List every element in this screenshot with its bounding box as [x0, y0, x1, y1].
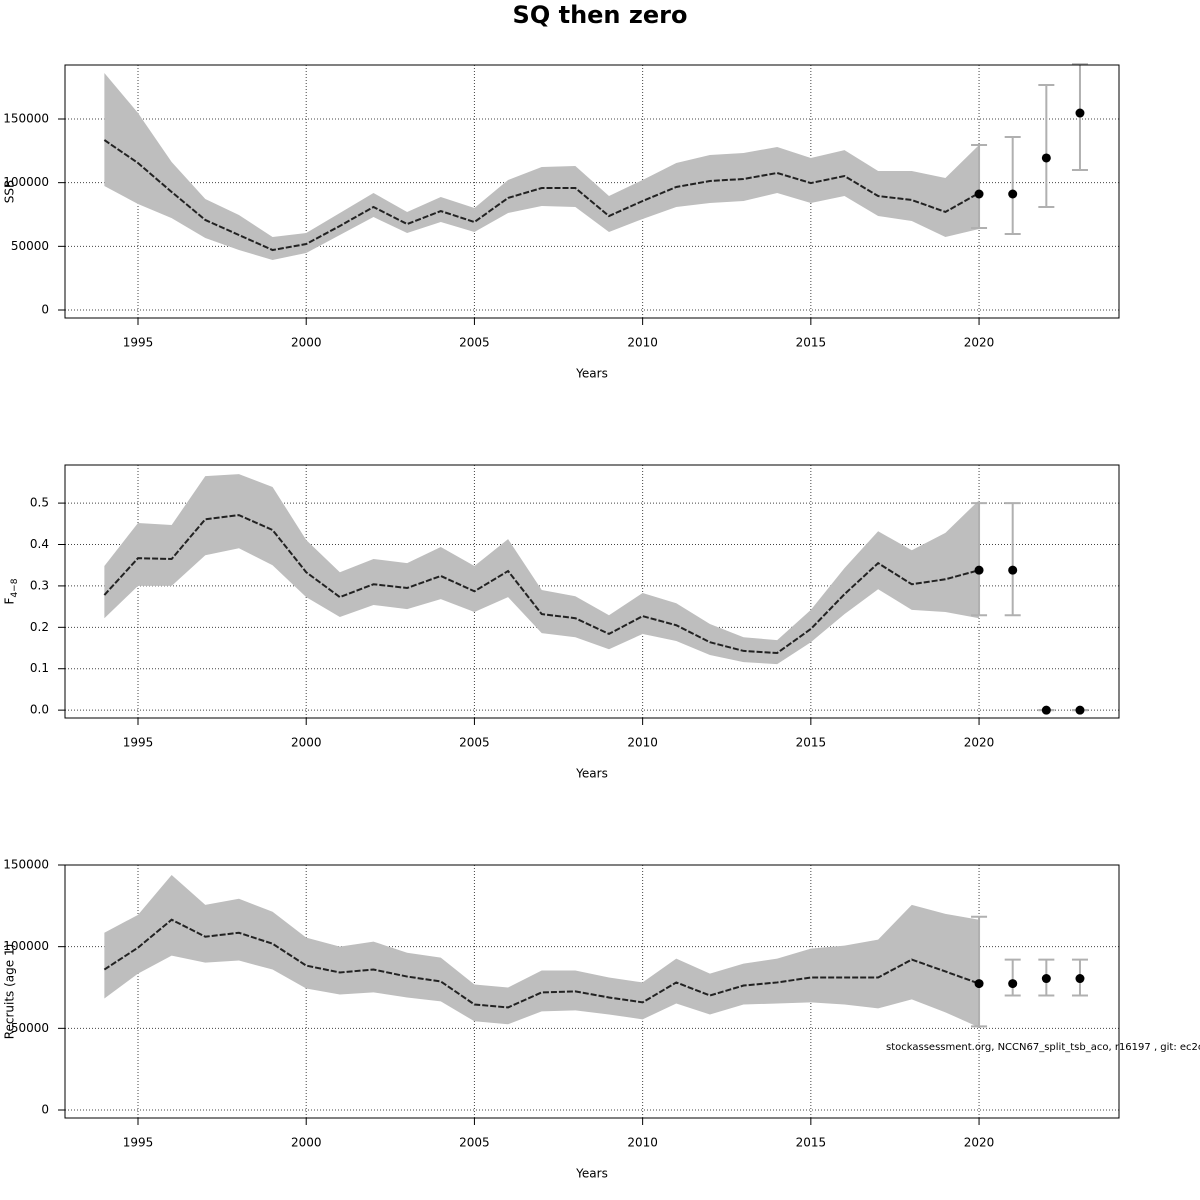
forecast-point	[1008, 565, 1018, 575]
forecast-point	[974, 979, 984, 989]
x-tick-label: 2010	[627, 336, 658, 350]
y-tick-label: 0	[41, 1102, 49, 1116]
x-tick-label: 2000	[291, 736, 322, 750]
x-tick-label: 2005	[459, 1136, 490, 1150]
y-tick-label: 50000	[11, 239, 49, 253]
estimate-line	[103, 514, 980, 655]
x-axis-label: Years	[575, 767, 608, 781]
x-tick-label: 1995	[123, 736, 154, 750]
confidence-band	[104, 874, 980, 1028]
y-tick-label: 0.3	[30, 578, 49, 592]
forecast-point	[1075, 705, 1085, 715]
x-tick-label: 1995	[123, 1136, 154, 1150]
confidence-band	[104, 73, 980, 260]
y-tick-label: 0.1	[30, 661, 49, 675]
x-tick-label: 2005	[459, 336, 490, 350]
x-tick-label: 2020	[964, 1136, 995, 1150]
x-axis-label: Years	[575, 1167, 608, 1181]
forecast-point	[1008, 979, 1018, 989]
x-tick-label: 2000	[291, 1136, 322, 1150]
x-tick-label: 2000	[291, 336, 322, 350]
y-tick-label: 0.0	[30, 703, 49, 717]
confidence-band	[104, 474, 980, 665]
y-tick-label: 0.2	[30, 620, 49, 634]
plot-frame	[64, 64, 1120, 319]
forecast-point	[1075, 974, 1085, 984]
x-tick-label: 1995	[123, 336, 154, 350]
y-tick-label: 100000	[3, 939, 49, 953]
y-tick-label: 150000	[3, 111, 49, 125]
x-tick-label: 2015	[796, 1136, 827, 1150]
x-tick-label: 2015	[796, 336, 827, 350]
estimate-line	[103, 918, 980, 1009]
y-tick-label: 0.4	[30, 537, 49, 551]
x-tick-label: 2010	[627, 1136, 658, 1150]
x-tick-label: 2020	[964, 336, 995, 350]
x-tick-label: 2005	[459, 736, 490, 750]
forecast-point	[1041, 974, 1051, 984]
forecast-point	[1008, 189, 1018, 199]
x-tick-label: 2015	[796, 736, 827, 750]
estimate-line	[103, 139, 980, 252]
forecast-point	[974, 189, 984, 199]
x-tick-label: 2020	[964, 736, 995, 750]
forecast-point	[1075, 108, 1085, 118]
y-tick-label: 150000	[3, 858, 49, 872]
x-tick-label: 2010	[627, 736, 658, 750]
forecast-point	[974, 565, 984, 575]
chart-title: SQ then zero	[513, 1, 688, 29]
y-tick-label: 0.5	[30, 496, 49, 510]
y-tick-label: 100000	[3, 175, 49, 189]
annotation: stockassessment.org, NCCN67_split_tsb_ac…	[886, 1042, 1200, 1053]
y-axis-label: SSB	[3, 180, 17, 203]
forecast-point	[1041, 153, 1051, 163]
y-tick-label: 50000	[11, 1021, 49, 1035]
x-axis-label: Years	[575, 367, 608, 381]
plot-frame	[64, 464, 1120, 719]
y-tick-label: 0	[41, 303, 49, 317]
y-axis-label: Recruits (age 1)	[3, 944, 17, 1040]
forecast-point	[1041, 705, 1051, 715]
y-axis-label-subscript: 4−8	[10, 578, 20, 597]
plot-frame	[64, 864, 1120, 1119]
